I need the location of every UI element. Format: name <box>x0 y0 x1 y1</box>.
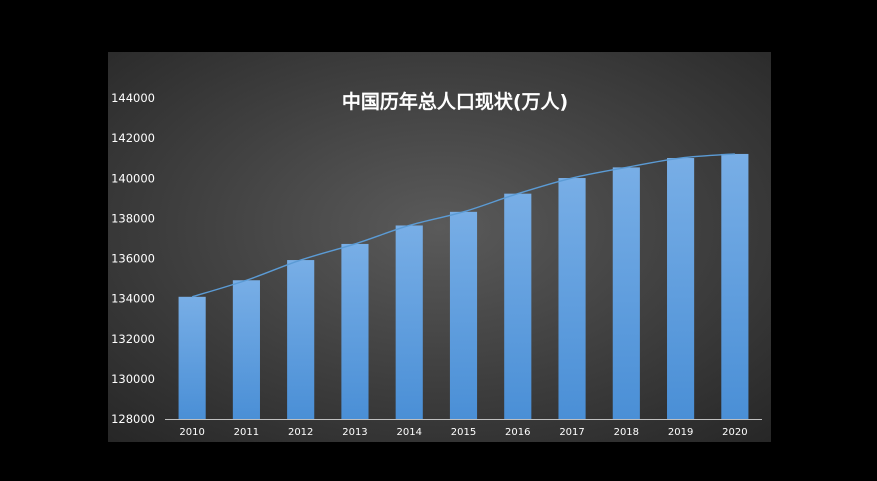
y-tick-label: 138000 <box>111 211 155 225</box>
bar-2011 <box>232 280 260 419</box>
plot-area <box>108 52 771 442</box>
x-tick-label: 2018 <box>614 427 639 438</box>
bar-2020 <box>721 153 749 419</box>
bar-2018 <box>612 167 640 419</box>
x-tick-label: 2010 <box>179 427 204 438</box>
bar-2017 <box>558 178 586 419</box>
x-tick-label: 2020 <box>722 427 747 438</box>
y-tick-label: 132000 <box>111 332 155 346</box>
bar-2014 <box>395 225 423 419</box>
y-tick-label: 144000 <box>111 91 155 105</box>
bar-2016 <box>504 193 532 419</box>
x-tick-label: 2012 <box>288 427 313 438</box>
y-tick-label: 134000 <box>111 292 155 306</box>
y-tick-label: 128000 <box>111 412 155 426</box>
x-tick-label: 2014 <box>397 427 422 438</box>
bar-2019 <box>667 158 695 420</box>
bar-2012 <box>287 260 315 419</box>
x-tick-label: 2011 <box>234 427 259 438</box>
bar-2010 <box>178 296 206 419</box>
x-tick-label: 2017 <box>559 427 584 438</box>
chart-title: 中国历年总人口现状(万人) <box>342 90 568 113</box>
x-axis-ticks: 2010 2011 2012 2013 2014 2015 2016 2017 2018 2019… <box>179 427 747 438</box>
y-tick-label: 136000 <box>111 252 155 266</box>
x-tick-label: 2019 <box>668 427 693 438</box>
y-tick-label: 142000 <box>111 131 155 145</box>
y-tick-label: 130000 <box>111 372 155 386</box>
x-tick-label: 2016 <box>505 427 530 438</box>
bar-2015 <box>449 211 478 419</box>
bars <box>178 153 749 420</box>
bar-2013 <box>341 243 369 419</box>
y-tick-label: 140000 <box>111 171 155 185</box>
y-axis-ticks: 128000 130000 132000 134000 136000 138000 1400… <box>111 91 155 426</box>
trend-line <box>191 153 735 298</box>
x-tick-label: 2013 <box>342 427 367 438</box>
x-tick-label: 2015 <box>451 427 476 438</box>
